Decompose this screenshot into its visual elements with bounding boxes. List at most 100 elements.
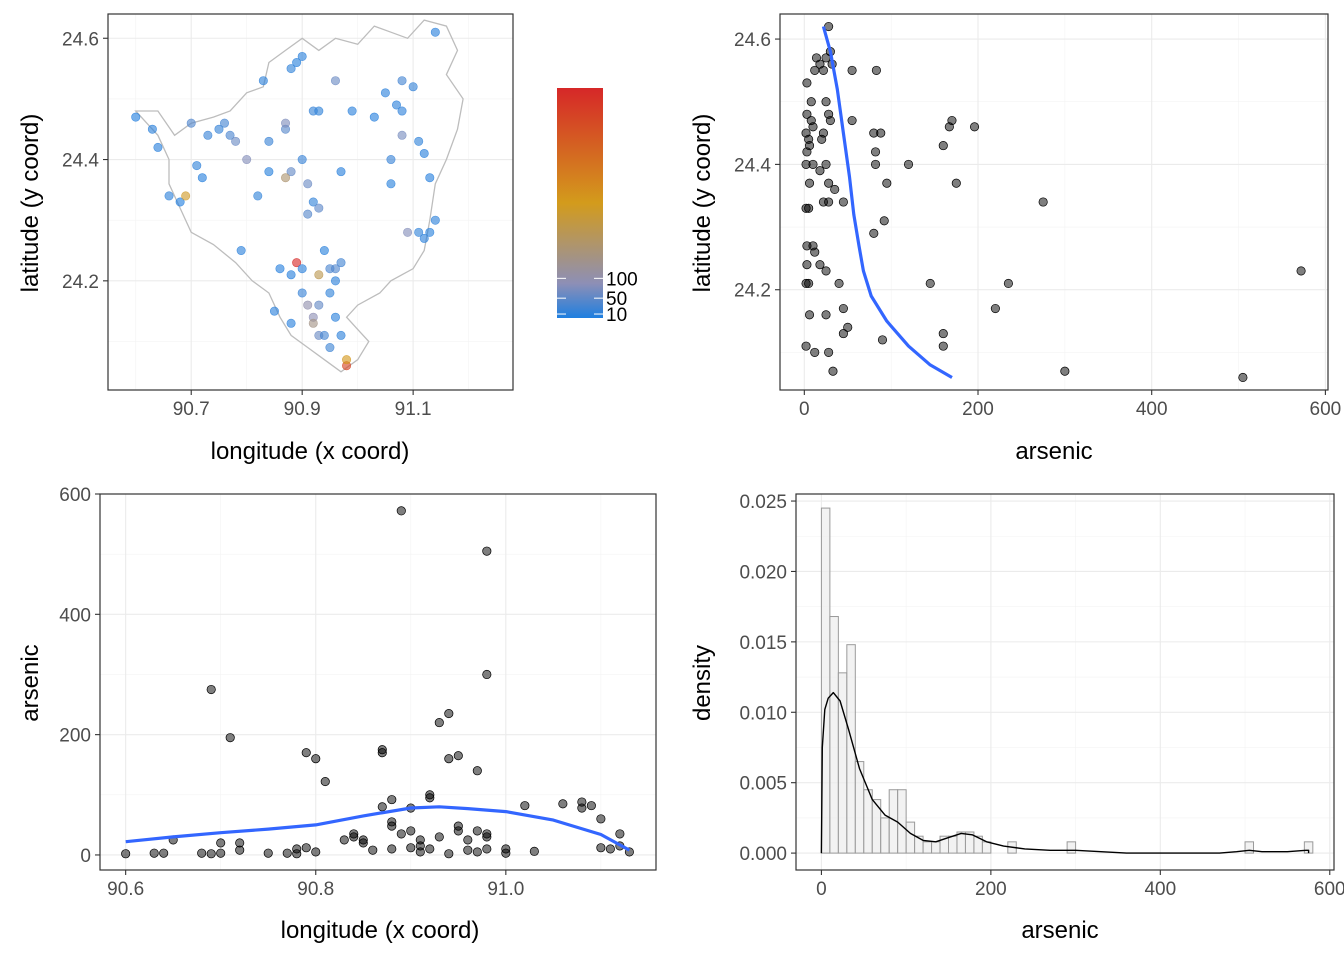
well-point [292,258,302,268]
well-point [264,167,274,177]
scatter-point [615,829,625,839]
scatter-point [520,801,530,811]
scatter-point [938,341,948,351]
well-point [319,330,329,340]
well-point [192,161,202,171]
panel-map: 90.7 90.9 91.1 24.2 24.4 24.6 longitude (x co… [17,13,638,465]
well-point [225,130,235,140]
density-x-tick-label: 400 [1144,879,1176,900]
arsenic-lon-panel-border [99,493,657,871]
scatter-point [605,844,615,854]
well-point [414,136,424,146]
scatter-point [951,178,961,188]
scatter-point [969,122,980,132]
arsenic-lon-y-tick-label: 400 [59,605,91,626]
lat-arsenic-y-tick-label: 24.6 [734,30,771,51]
scatter-point [358,835,368,845]
lat-arsenic-panel-border [779,13,1329,391]
scatter-point [368,845,378,855]
scatter-point [938,141,948,151]
density-x-axis-title: arsenic [1021,917,1098,944]
arsenic-lon-y-tick-label: 0 [80,846,91,867]
scatter-point [801,341,811,351]
color-legend-label: 50 [606,289,627,310]
scatter-point [586,801,596,811]
scatter-point [311,754,321,764]
scatter-point [349,832,359,842]
well-point [380,88,390,98]
well-point [258,76,268,86]
well-point [231,136,241,146]
well-point [297,51,307,61]
scatter-point [444,849,454,859]
well-point [286,64,296,74]
well-point [386,155,396,165]
map-y-tick-label: 24.4 [62,151,99,172]
well-point [408,82,418,92]
scatter-point [596,814,606,824]
arsenic-lon-x-tick-label: 90.6 [107,879,144,900]
well-point [153,142,163,152]
well-point [281,173,291,183]
well-point [303,179,313,189]
scatter-point [444,709,454,719]
scatter-point [815,166,825,176]
scatter-point [1296,266,1306,276]
arsenic-lon-y-tick-label: 200 [59,726,91,747]
scatter-point [558,799,568,809]
scatter-point [810,347,820,357]
well-point [131,112,141,122]
scatter-point [387,821,397,831]
well-point [314,106,324,116]
density-x-tick-label: 600 [1314,879,1344,900]
scatter-point [828,366,838,376]
scatter-point [406,826,416,836]
well-point [325,288,335,298]
scatter-point [834,278,844,289]
well-point [419,233,429,243]
color-legend-label: 100 [606,269,638,290]
well-point [214,124,224,134]
scatter-point [482,546,492,556]
well-point [286,167,296,177]
well-point [297,264,307,274]
panel-lat-vs-arsenic: 0 200 400 600 24.2 24.4 24.6 arsenic latitude … [689,13,1341,465]
scatter-point [870,147,881,157]
density-panel-border [795,493,1335,871]
arsenic-lon-plot-area: 90.6 90.8 91.0 0 200 400 600 [59,485,657,900]
arsenic-lon-y-axis-title: arsenic [17,644,44,721]
well-point [314,270,324,280]
scatter-point [903,159,914,169]
density-x-tick-label: 200 [975,879,1007,900]
scatter-point [802,78,812,88]
well-point [403,227,413,237]
scatter-point [425,793,435,803]
well-point [253,191,263,201]
scatter-point [577,803,587,813]
well-point [203,130,213,140]
scatter-point [425,844,435,854]
density-y-tick-label: 0.020 [739,562,787,583]
scatter-point [824,347,834,357]
scatter-point [377,748,387,758]
histogram-bar [905,821,916,854]
scatter-point [1003,278,1013,289]
well-point [242,155,252,165]
scatter-point [206,849,216,859]
scatter-point [804,203,814,213]
well-point [425,227,435,237]
histogram-bar [863,789,873,854]
well-point [286,270,296,280]
histogram-bar [948,835,958,854]
density-y-tick-label: 0.010 [739,703,787,724]
scatter-point [925,278,935,289]
well-point [186,118,196,128]
scatter-point [197,848,207,858]
well-point [347,106,357,116]
scatter-point [838,329,848,339]
well-point [425,173,435,183]
scatter-point [817,134,827,144]
well-point [430,27,440,37]
scatter-point [121,849,131,859]
